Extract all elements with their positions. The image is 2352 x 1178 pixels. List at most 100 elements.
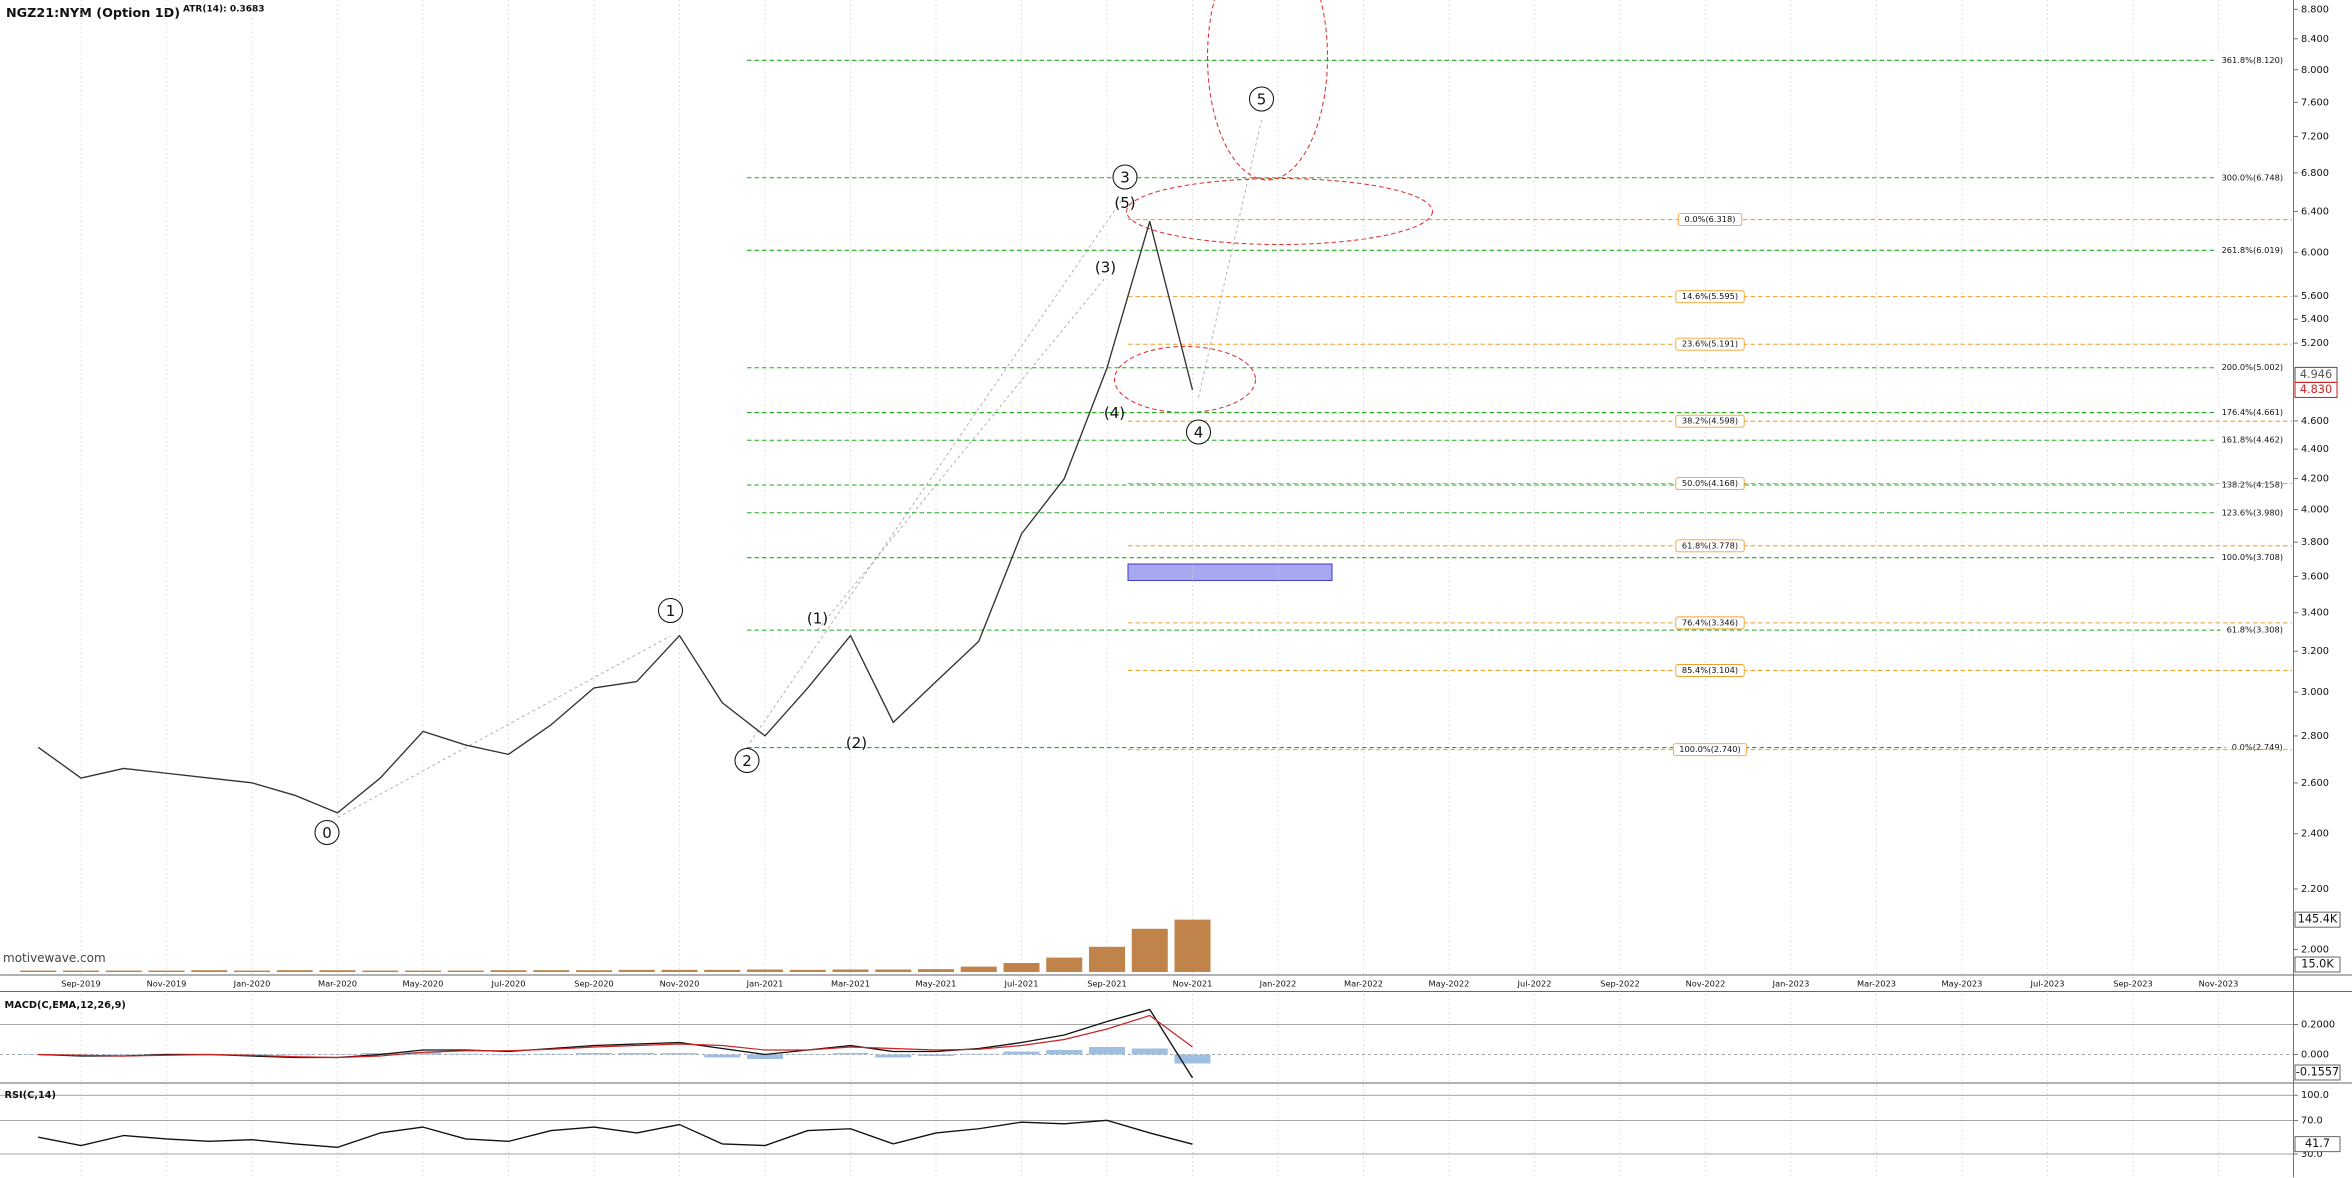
y-tick-label: 4.000 (2301, 505, 2329, 516)
x-tick-label: May-2021 (916, 979, 957, 989)
x-tick-label: May-2023 (1942, 979, 1983, 989)
atr-label: ATR(14): 0.3683 (183, 5, 265, 15)
histogram-bar (1089, 1047, 1125, 1055)
histogram-bar (405, 1052, 441, 1055)
fib-label: 300.0%(6.748) (2222, 172, 2284, 182)
fib-label-box (1675, 539, 1745, 553)
x-tick-label: Mar-2020 (318, 979, 357, 989)
fib-label: 0.0%(2.749) (2232, 742, 2283, 752)
fib-label: 100.0%(3.708) (2222, 552, 2284, 562)
volume-bar (789, 969, 826, 973)
support-box (1127, 563, 1333, 582)
value-marker-box (2294, 1064, 2341, 1081)
fib-label: 61.8%(3.308) (2227, 625, 2283, 635)
fib-label: 200.0%(5.002) (2222, 362, 2284, 372)
volume-bar (704, 969, 741, 973)
y-tick-label: 70.0 (2301, 1115, 2323, 1126)
y-tick-label: 2.000 (2301, 944, 2329, 955)
value-marker-box (2294, 911, 2341, 928)
target-ellipse (1206, 0, 1329, 181)
trend-line (817, 277, 1106, 631)
y-tick-label: 7.600 (2301, 97, 2329, 108)
volume-bar (1089, 946, 1125, 973)
x-tick-label: Jan-2020 (233, 979, 271, 989)
fib-label: 361.8%(8.120) (2222, 55, 2284, 65)
x-tick-label: Mar-2022 (1344, 979, 1383, 989)
fib-label: 23.6%(5.191) (1682, 339, 1738, 349)
panel-title: MACD(C,EMA,12,26,9) (5, 1000, 126, 1011)
wave-circle (314, 819, 340, 846)
x-tick-label: Jul-2021 (1004, 979, 1039, 989)
x-tick-label: Nov-2020 (660, 979, 700, 989)
volume-bar (1046, 957, 1083, 973)
volume-bar (276, 970, 313, 973)
y-tick-label: 100.0 (2301, 1090, 2329, 1101)
x-tick-label: Sep-2020 (574, 979, 614, 989)
wave-label: 1 (666, 602, 676, 620)
fib-label-box (1672, 743, 1748, 757)
value-marker-label: 15.0K (2301, 958, 2334, 971)
histogram-bar (1131, 1048, 1168, 1055)
x-tick-label: Jul-2020 (491, 979, 526, 989)
volume-bar (20, 970, 57, 973)
x-tick-label: May-2022 (1429, 979, 1470, 989)
volume-bar (490, 970, 527, 973)
y-tick-label: 8.400 (2301, 34, 2329, 45)
histogram-bar (276, 1054, 313, 1056)
target-ellipse (1125, 177, 1434, 246)
value-marker-box (2294, 956, 2341, 973)
fib-label-box (2220, 624, 2289, 637)
fib-label-box (1675, 616, 1745, 630)
value-marker-label: 41.7 (2305, 1137, 2330, 1150)
fib-label: 50.0%(4.168) (1682, 478, 1738, 488)
x-tick-label: Nov-2022 (1686, 979, 1726, 989)
volume-bar (533, 970, 570, 973)
wave-circle (657, 597, 684, 624)
fib-label: 14.6%(5.595) (1682, 291, 1738, 301)
y-tick-label: 3.000 (2301, 687, 2329, 698)
wave-circle (1248, 86, 1275, 112)
histogram-bar (533, 1053, 570, 1055)
histogram-bar (918, 1054, 954, 1057)
wave-label: (2) (846, 734, 867, 752)
y-tick-label: 3.800 (2301, 537, 2329, 548)
volume-bar (832, 969, 869, 973)
y-tick-label: 2.800 (2301, 731, 2329, 742)
symbol-title: NGZ21:NYM (Option 1D) (6, 6, 180, 21)
x-tick-label: Nov-2021 (1173, 979, 1213, 989)
histogram-bar (875, 1054, 912, 1058)
value-marker-label: 145.4K (2298, 913, 2338, 926)
series-line (38, 1014, 1193, 1059)
volume-bar (362, 970, 399, 973)
x-tick-label: Nov-2019 (147, 979, 187, 989)
fib-label: 85.4%(3.104) (1682, 665, 1738, 675)
fib-label-box (2225, 741, 2289, 754)
fib-label: 123.6%(3.980) (2222, 507, 2284, 517)
price-marker-box (2294, 381, 2338, 398)
volume-bar (576, 970, 612, 973)
fib-label: 261.8%(6.019) (2222, 245, 2284, 255)
x-tick-label: Nov-2023 (2199, 979, 2239, 989)
wave-label: (1) (807, 609, 828, 627)
volume-bar (63, 970, 99, 973)
volume-bar (447, 970, 484, 973)
volume-bar (618, 969, 655, 973)
histogram-bar (447, 1053, 484, 1055)
wave-label: 4 (1194, 423, 1204, 441)
x-tick-label: Sep-2021 (1087, 979, 1127, 989)
volume-bar (319, 970, 356, 973)
volume-bar (191, 970, 228, 973)
histogram-bar (362, 1053, 399, 1055)
histogram-bar (832, 1053, 869, 1055)
x-tick-label: Sep-2023 (2113, 979, 2153, 989)
x-tick-label: Jan-2021 (746, 979, 784, 989)
volume-bar (960, 966, 997, 973)
x-tick-label: Jan-2023 (1772, 979, 1810, 989)
fib-label: 38.2%(4.598) (1682, 416, 1738, 426)
x-tick-label: Sep-2022 (1600, 979, 1640, 989)
fib-label-box (2215, 406, 2289, 419)
wave-label: (5) (1114, 194, 1135, 212)
x-tick-label: Mar-2021 (831, 979, 870, 989)
trend-lines (337, 119, 1262, 818)
volume-bar (105, 970, 142, 973)
